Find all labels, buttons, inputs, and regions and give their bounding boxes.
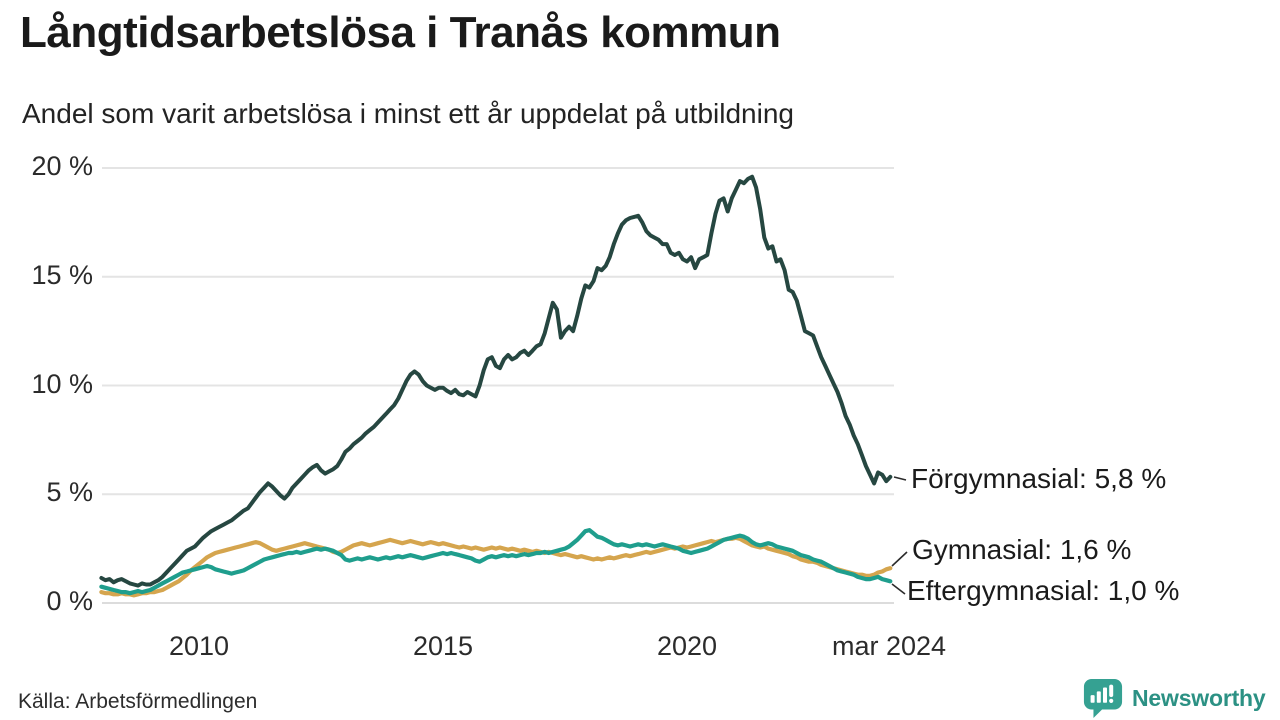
series-label-eftergymnasial: Eftergymnasial: 1,0 % — [907, 575, 1180, 606]
y-axis-tick-0: 0 % — [46, 586, 93, 616]
series-line-eftergymnasial — [99, 527, 893, 596]
leader-eftergymnasial — [891, 583, 906, 595]
newsworthy-branding: Newsworthy — [1082, 678, 1266, 719]
chart-subtitle: Andel som varit arbetslösa i minst ett å… — [22, 98, 794, 129]
series-lines — [99, 174, 893, 598]
label-leader-lines — [891, 476, 908, 595]
x-axis-tick-2020: 2020 — [656, 631, 718, 661]
page-title: Långtidsarbetslösa i Tranås kommun — [20, 8, 781, 57]
x-axis-tick-2015: 2015 — [412, 631, 474, 661]
leader-forgymnasial — [893, 476, 907, 481]
source-note: Källa: Arbetsförmedlingen — [18, 690, 258, 713]
series-label-gymnasial: Gymnasial: 1,6 % — [912, 534, 1132, 565]
x-axis-tick-mar-2024: mar 2024 — [831, 631, 947, 661]
series-line-förgymnasial — [99, 174, 893, 588]
y-axis-tick-10: 10 % — [31, 369, 93, 399]
gridlines — [102, 167, 894, 604]
newsworthy-logo-icon — [1083, 678, 1123, 719]
y-axis-tick-20: 20 % — [31, 151, 93, 181]
newsworthy-logo-text: Newsworthy — [1132, 685, 1266, 711]
leader-gymnasial — [891, 551, 908, 567]
series-label-forgymnasial: Förgymnasial: 5,8 % — [911, 463, 1167, 494]
y-axis-tick-15: 15 % — [31, 260, 93, 290]
x-axis-tick-2010: 2010 — [168, 631, 230, 661]
y-axis-tick-5: 5 % — [46, 477, 93, 507]
